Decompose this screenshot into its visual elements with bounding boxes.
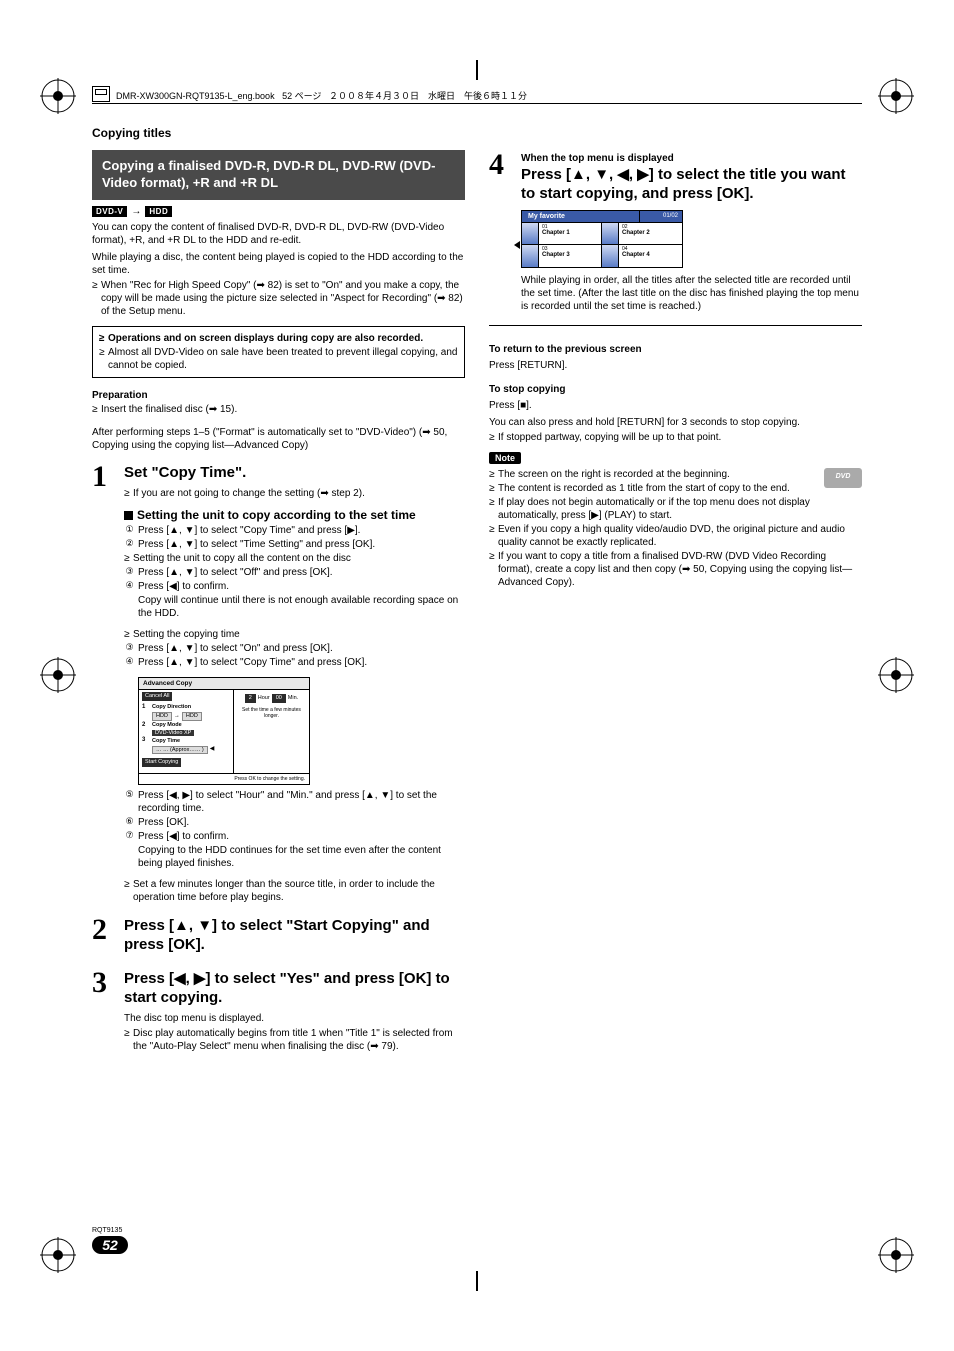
step-2: 2 Press [▲, ▼] to select "Start Copying"… [92,915,465,959]
left-column: Copying a finalised DVD-R, DVD-R DL, DVD… [92,150,465,1054]
page-footer: RQT9135 52 [92,1227,128,1254]
register-mark-icon [878,78,914,114]
body-bullet: If stopped partway, copying will be up t… [489,431,862,444]
section-title: Copying titles [92,126,862,140]
body-text: You can also press and hold [RETURN] for… [489,416,862,429]
step-4: 4 When the top menu is displayed Press [… [489,150,862,315]
menu-page: 01/02 [639,211,682,222]
run-file: DMR-XW300GN-RQT9135-L_eng.book [116,91,275,101]
step-number: 4 [489,150,521,180]
info-bullet: Operations and on screen displays during… [99,332,458,345]
step-pretext: When the top menu is displayed [521,153,862,164]
enum-text: Press [◀] to confirm. [138,581,229,592]
step-number: 1 [92,462,124,492]
subhead: To stop copying [489,384,862,395]
run-page: 52 ページ [282,91,321,101]
badge-hdd: HDD [145,206,172,217]
crop-mark-icon [476,1271,478,1291]
body-text: The disc top menu is displayed. [124,1012,465,1025]
register-mark-icon [40,78,76,114]
body-bullet: Disc play automatically begins from titl… [124,1027,465,1053]
enum-text: Press [▲, ▼] to select "Off" and press [… [138,567,333,578]
body-text: While playing a disc, the content being … [92,251,465,277]
running-header: DMR-XW300GN-RQT9135-L_eng.book 52 ページ ２０… [92,86,862,104]
step-title: Press [▲, ▼] to select "Start Copying" a… [124,917,465,955]
enum-text: Press [▲, ▼] to select "On" and press [O… [138,643,333,654]
body-text: You can copy the content of finalised DV… [92,221,465,247]
body-bullet: If you are not going to change the setti… [124,487,465,500]
body-bullet: Insert the finalised disc (➡ 15). [92,403,465,416]
enum-text: Press [◀] to confirm. [138,831,229,842]
run-date: ２００８年４月３０日 水曜日 午後６時１１分 [329,91,527,101]
note-bullet: The screen on the right is recorded at t… [489,468,814,481]
body-bullet: Setting the unit to copy all the content… [124,552,465,565]
body-text: Press [■]. [489,399,862,412]
info-box: Operations and on screen displays during… [92,326,465,378]
step-title: Press [◀, ▶] to select "Yes" and press [… [124,970,465,1008]
step-title: Set "Copy Time". [124,464,465,483]
enum-sub: Copying to the HDD continues for the set… [124,844,465,870]
page-number: 52 [92,1236,128,1254]
body-bullet: When "Rec for High Speed Copy" (➡ 82) is… [92,279,465,318]
enum-text: Press [◀, ▶] to select "Hour" and "Min."… [138,790,437,814]
register-mark-icon [878,1237,914,1273]
info-bullet: Almost all DVD-Video on sale have been t… [99,346,458,372]
book-icon [92,86,110,102]
dvd-top-menu: My favorite 01/02 01Chapter 1 02Chapter … [521,210,683,268]
body-bullet: Set a few minutes longer than the source… [124,878,465,904]
sub-section: Setting the unit to copy according to th… [124,508,465,522]
note-bullet: Even if you copy a high quality video/au… [489,523,862,549]
subhead: To return to the previous screen [489,344,862,355]
crop-mark-icon [476,60,478,80]
step-number: 2 [92,915,124,945]
step-number: 3 [92,968,124,998]
panel-title: Advanced Copy [139,678,309,691]
enum-text: Press [OK]. [138,817,189,828]
enum-sub: Copy will continue until there is not en… [124,594,465,620]
register-mark-icon [878,657,914,693]
step-1: 1 Set "Copy Time". If you are not going … [92,462,465,905]
step-3: 3 Press [◀, ▶] to select "Yes" and press… [92,968,465,1054]
arrow-left-icon [514,241,520,249]
page: DMR-XW300GN-RQT9135-L_eng.book 52 ページ ２０… [92,86,862,1266]
body-text: Press [RETURN]. [489,359,862,372]
menu-title: My favorite [522,211,639,222]
subhead: Preparation [92,390,465,401]
heading-box: Copying a finalised DVD-R, DVD-R DL, DVD… [92,150,465,200]
step-title: Press [▲, ▼, ◀, ▶] to select the title y… [521,166,862,204]
note-bullet: If play does not begin automatically or … [489,496,862,522]
arrow-right-icon: → [131,206,141,217]
enum-text: Press [▲, ▼] to select "Time Setting" an… [138,539,375,550]
panel-foot: Press OK to change the setting. [139,773,309,784]
panel-cancel: Cancel All [142,692,172,701]
dvd-logo-icon: DVD [824,468,862,488]
register-mark-icon [40,657,76,693]
note-bullet: If you want to copy a title from a final… [489,550,862,589]
note-label: Note [489,452,521,464]
right-column: 4 When the top menu is displayed Press [… [489,150,862,1054]
enum-text: Press [▲, ▼] to select "Copy Time" and p… [138,657,367,668]
footer-code: RQT9135 [92,1227,128,1234]
body-text: While playing in order, all the titles a… [521,274,862,313]
advanced-copy-panel: Advanced Copy Cancel All 1Copy Direction… [138,677,310,785]
panel-start: Start Copying [142,758,181,767]
enum-text: Press [▲, ▼] to select "Copy Time" and p… [138,525,360,536]
note-bullet: The content is recorded as 1 title from … [489,482,814,495]
body-text: After performing steps 1–5 ("Format" is … [92,426,465,452]
body-bullet: Setting the copying time [124,628,465,641]
badge-dvd-v: DVD-V [92,206,127,217]
register-mark-icon [40,1237,76,1273]
